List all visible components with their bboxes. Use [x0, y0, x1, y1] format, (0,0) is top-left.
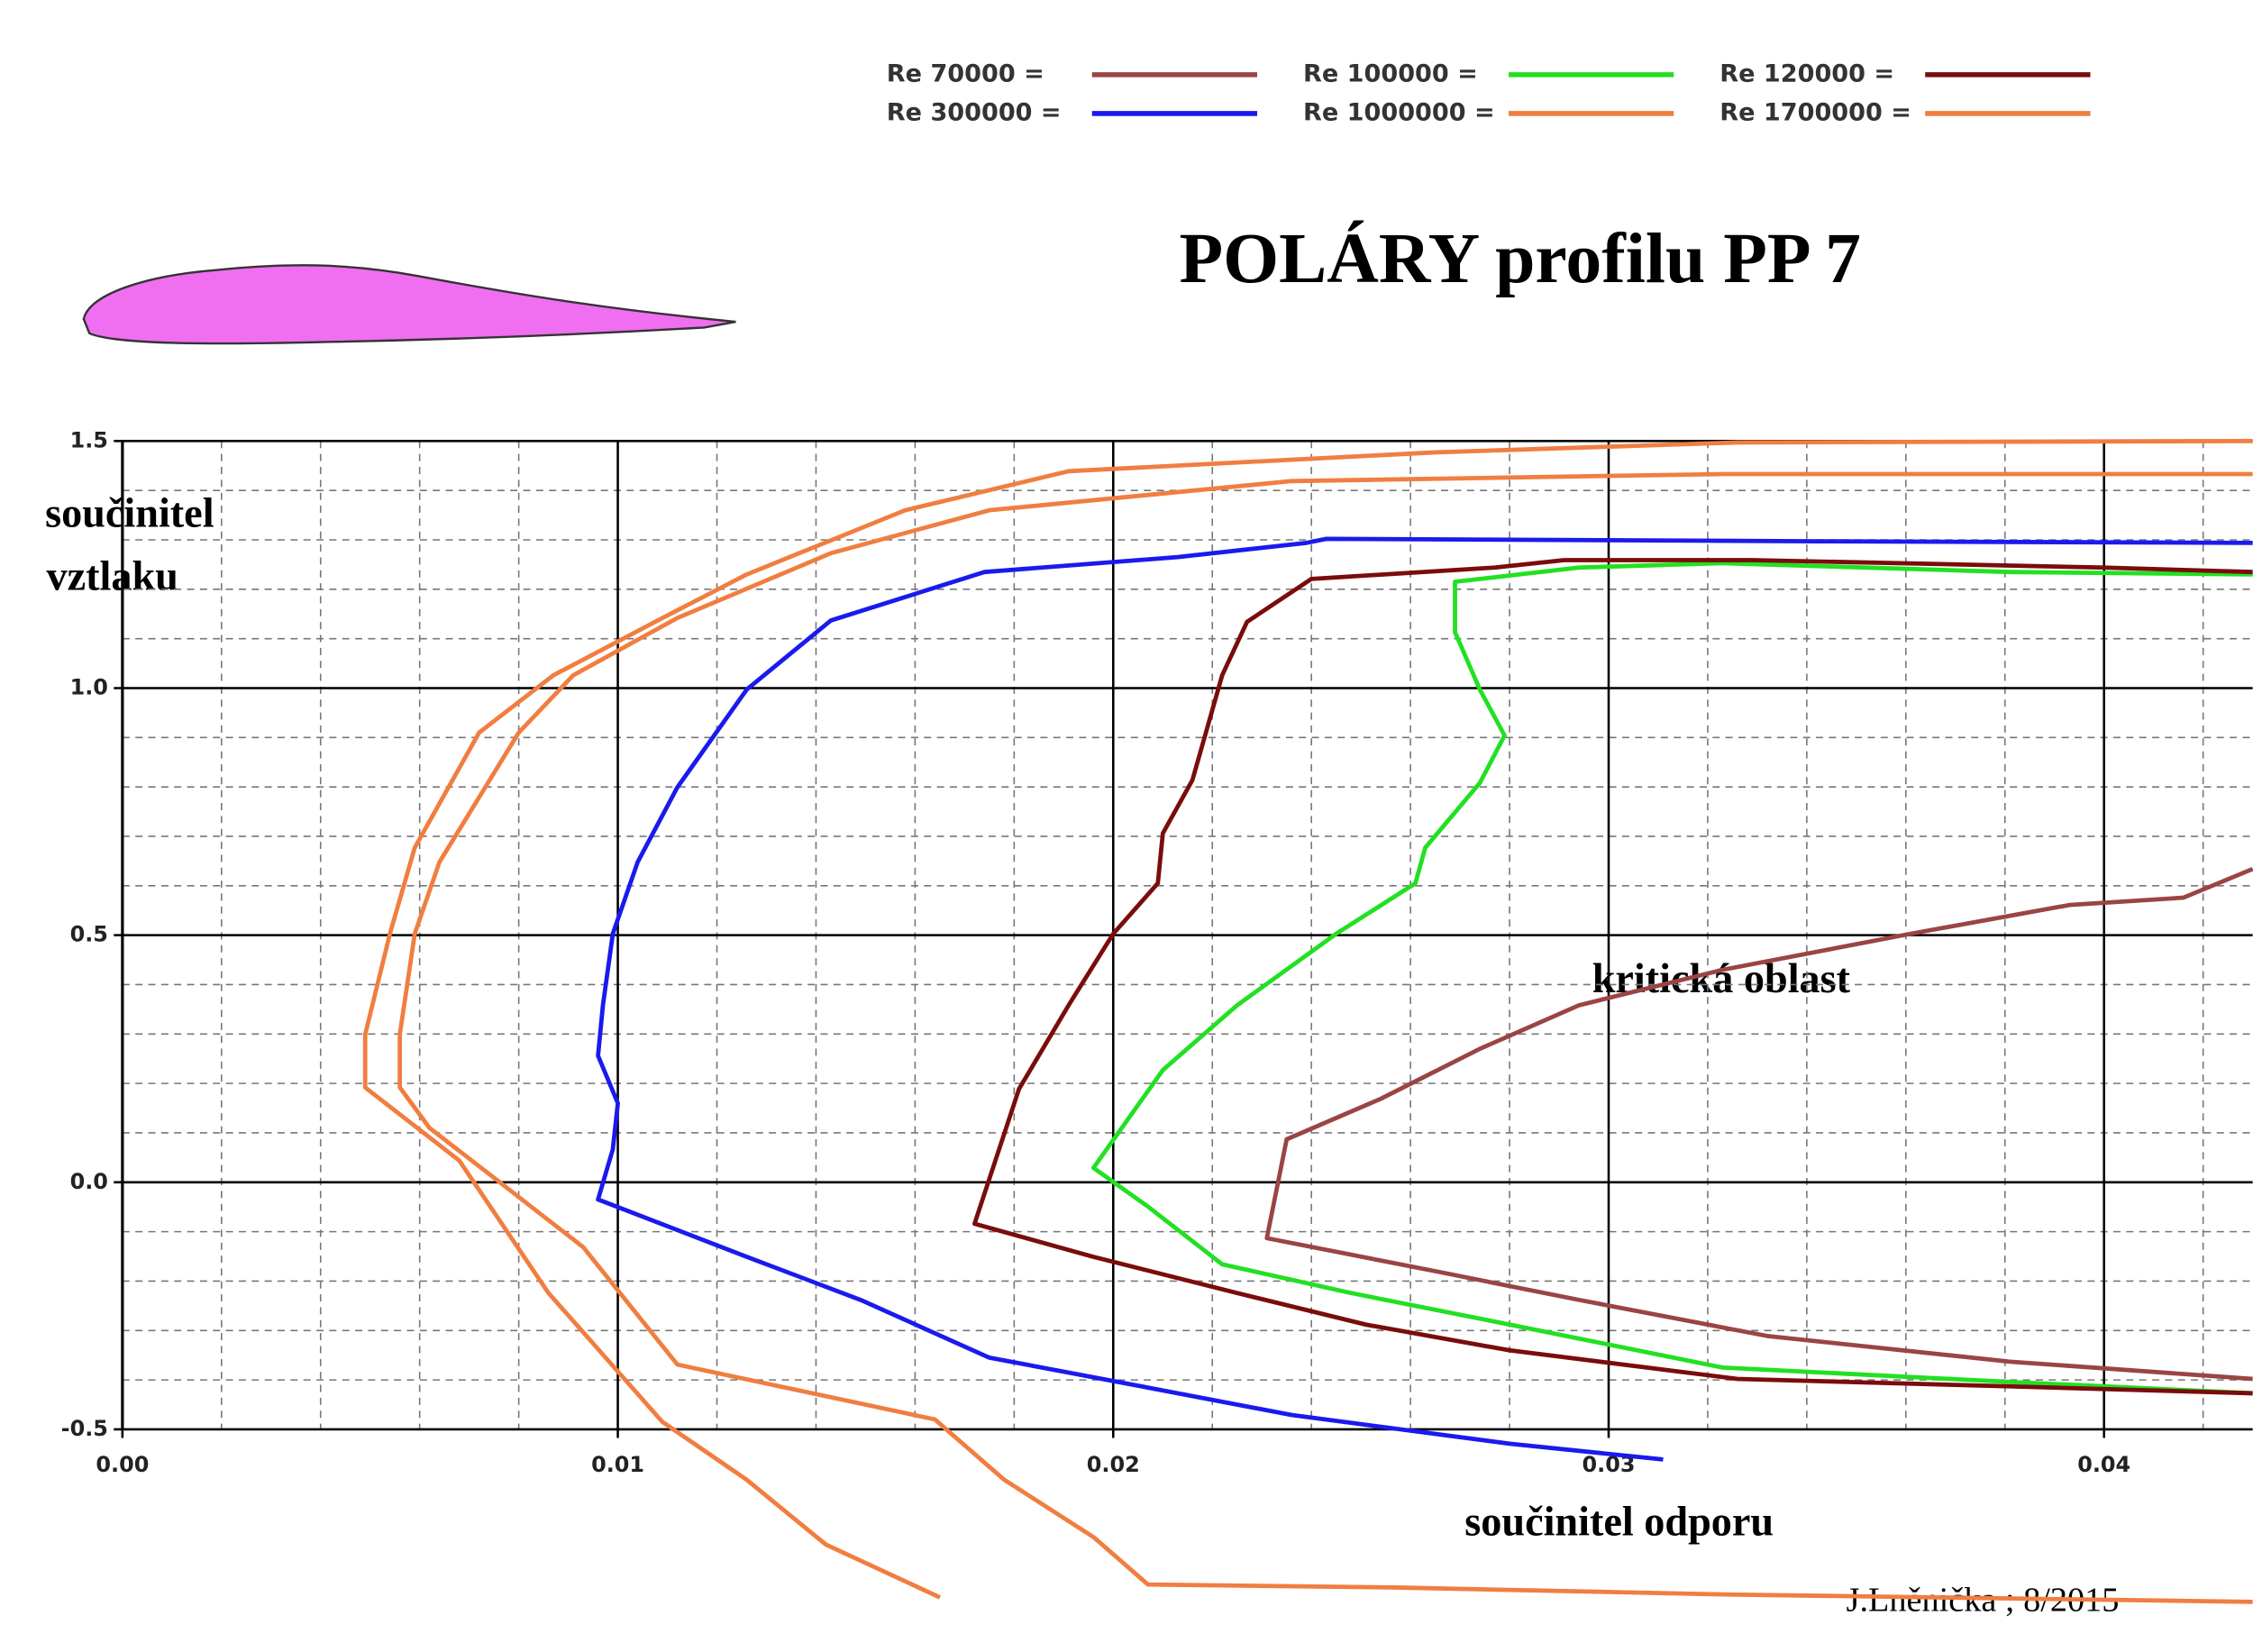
y-tick-label: 0.0: [70, 1169, 108, 1194]
y-axis-label: vztlaku: [47, 553, 178, 599]
legend-label: Re 70000 =: [887, 59, 1044, 87]
legend-label: Re 300000 =: [887, 98, 1062, 126]
x-tick-label: 0.02: [1087, 1452, 1140, 1477]
y-tick-label: 1.0: [70, 674, 108, 699]
legend-label: Re 120000 =: [1719, 59, 1894, 87]
series-line: [362, 438, 2253, 1600]
legend-label: Re 1700000 =: [1719, 98, 1911, 126]
series-lines: [362, 438, 2253, 1604]
legend-label: Re 1000000 =: [1303, 98, 1495, 126]
y-axis-label: součinitel: [45, 489, 214, 535]
series-line: [397, 471, 2253, 1604]
x-tick-label: 0.04: [2077, 1452, 2130, 1477]
x-tick-label: 0.00: [96, 1452, 149, 1477]
y-tick-label: 0.5: [70, 922, 108, 947]
y-tick-label: -0.5: [61, 1416, 108, 1441]
series-line: [1090, 561, 2253, 1396]
x-axis-label: součinitel odporu: [1464, 1498, 1774, 1544]
y-tick-label: 1.5: [70, 427, 108, 452]
airfoil-shape: [82, 264, 736, 345]
series-line: [971, 558, 2253, 1396]
grid: 0.00 0.01 0.02 0.03 0.04-0.50.00.51.01.5: [61, 427, 2253, 1477]
legend-label: Re 100000 =: [1303, 59, 1478, 87]
legend: Re 70000 = Re 100000 = Re 120000 = Re 30000…: [887, 59, 2091, 126]
series-line: [1264, 866, 2253, 1382]
series-line: [596, 536, 2253, 1462]
x-tick-label: 0.01: [591, 1452, 644, 1477]
chart-title: POLÁRY profilu PP 7: [1179, 219, 1861, 298]
